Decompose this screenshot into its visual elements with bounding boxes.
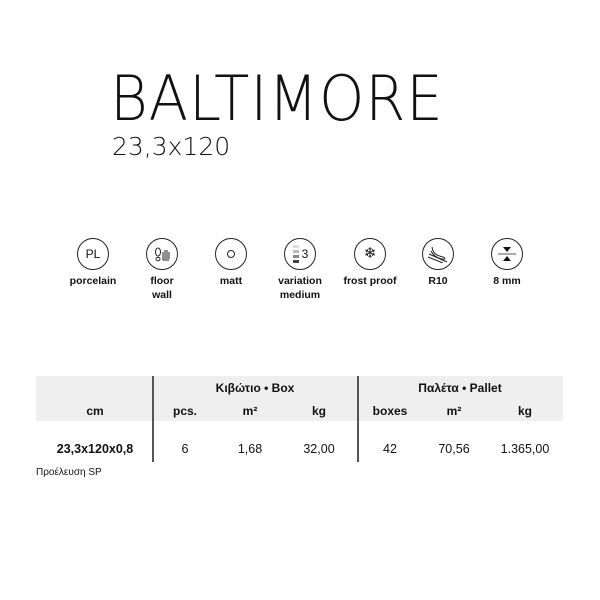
header-boxes: boxes	[372, 404, 408, 418]
snowflake-icon: ❄	[354, 238, 386, 270]
feature-label: matt	[219, 275, 243, 287]
feature-thickness: 8 mm	[467, 238, 547, 288]
group-box-header: Κιβώτιο • Box	[215, 381, 295, 395]
product-name: BALTIMORE	[110, 62, 444, 135]
slip-resistance-icon	[422, 238, 454, 270]
feature-label-2: wall	[152, 289, 172, 301]
feature-variation: 3 variation medium	[260, 238, 340, 302]
variation-icon: 3	[284, 238, 316, 270]
column-divider	[152, 376, 154, 462]
feature-label: 8 mm	[493, 275, 521, 287]
cell-pcs: 6	[181, 442, 189, 456]
header-box-kg: kg	[311, 404, 326, 418]
feature-label: frost proof	[343, 275, 397, 287]
feature-frost-proof: ❄ frost proof	[330, 238, 410, 288]
header-cm: cm	[86, 404, 104, 418]
feature-label: R10	[428, 275, 448, 287]
header-pallet-kg: kg	[517, 404, 532, 418]
floor-wall-icon	[146, 238, 178, 270]
feature-r10: R10	[398, 238, 478, 288]
feature-floor-wall: floor wall	[122, 238, 202, 302]
table-header-band	[36, 376, 563, 421]
feature-label: floor	[150, 275, 174, 287]
thickness-icon	[491, 238, 523, 270]
feature-label-2: medium	[279, 289, 321, 301]
header-pallet-m2: m²	[446, 404, 462, 418]
feature-matt: matt	[191, 238, 271, 288]
header-pcs: pcs.	[172, 404, 197, 418]
origin-note: Προέλευση SP	[36, 467, 102, 478]
product-size: 23,3x120	[112, 132, 231, 161]
cell-pallet-kg: 1.365,00	[500, 442, 550, 456]
matt-icon	[215, 238, 247, 270]
variation-value: 3	[301, 247, 309, 261]
column-divider	[357, 376, 359, 462]
cell-cm: 23,3x120x0,8	[56, 442, 134, 456]
feature-label: porcelain	[69, 275, 117, 287]
cell-box-kg: 32,00	[303, 442, 335, 456]
cell-box-m2: 1,68	[237, 442, 263, 456]
porcelain-icon: PL	[77, 238, 109, 270]
feature-porcelain: PL porcelain	[53, 238, 133, 288]
group-pallet-header: Παλέτα • Pallet	[418, 381, 502, 395]
feature-label: variation	[278, 275, 322, 287]
cell-boxes: 42	[383, 442, 397, 456]
cell-pallet-m2: 70,56	[438, 442, 470, 456]
header-box-m2: m²	[242, 404, 258, 418]
